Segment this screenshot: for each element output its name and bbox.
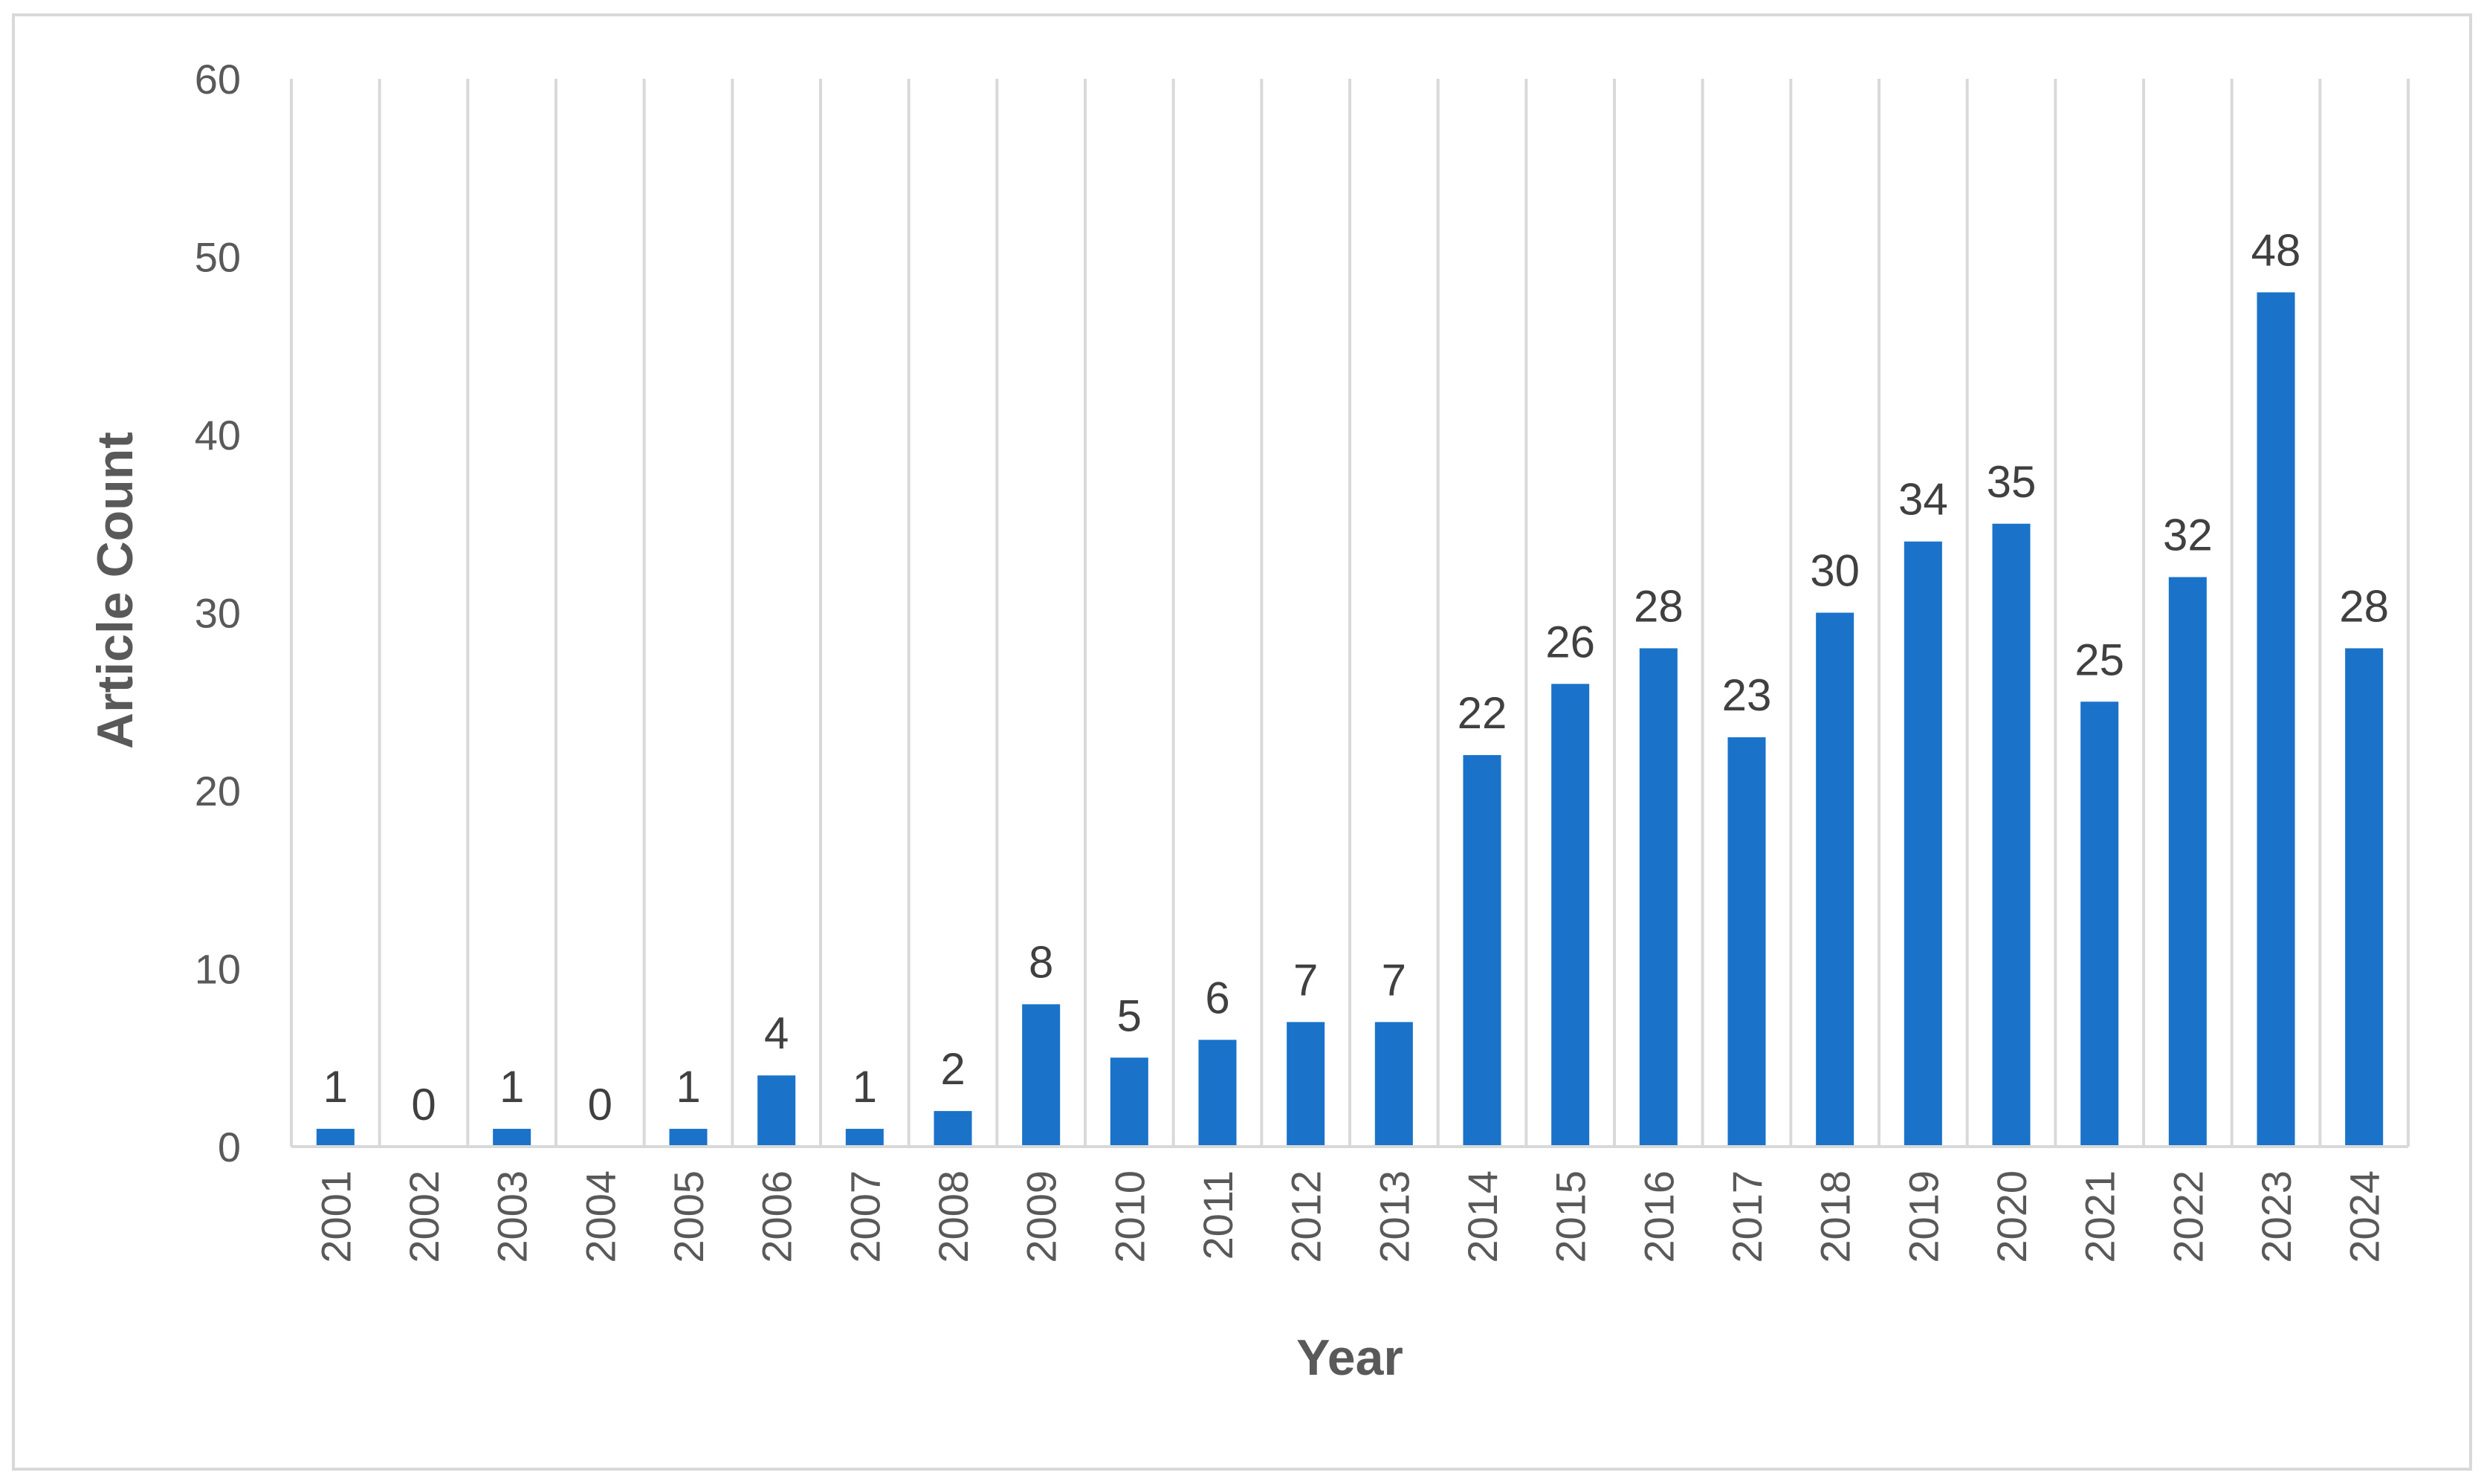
bar <box>2080 702 2119 1147</box>
grid-lines <box>290 79 2410 1147</box>
data-label: 25 <box>2074 635 2124 684</box>
bar <box>1992 523 2031 1147</box>
x-tick-label: 2022 <box>2164 1170 2211 1263</box>
x-tick-label: 2011 <box>1194 1170 1241 1260</box>
y-tick-label: 20 <box>195 768 241 814</box>
x-tick-label: 2016 <box>1635 1170 1682 1263</box>
data-label: 0 <box>411 1080 436 1130</box>
data-label: 4 <box>764 1008 789 1058</box>
bar <box>1287 1022 1325 1147</box>
data-label: 0 <box>588 1080 612 1130</box>
y-tick-label: 0 <box>218 1124 241 1170</box>
x-tick-label: 2014 <box>1459 1170 1506 1263</box>
data-label: 35 <box>1987 457 2037 507</box>
bar <box>2168 577 2207 1147</box>
data-label: 7 <box>1382 955 1406 1005</box>
x-tick-label: 2017 <box>1724 1170 1770 1263</box>
bar <box>1198 1040 1237 1147</box>
y-tick-label: 50 <box>195 234 241 281</box>
bar <box>2257 292 2295 1147</box>
bar <box>1816 612 1854 1147</box>
x-tick-label: 2012 <box>1283 1170 1330 1263</box>
bar <box>1904 541 1942 1147</box>
bar <box>669 1129 708 1147</box>
data-label: 1 <box>323 1062 348 1112</box>
data-label: 48 <box>2251 225 2301 275</box>
x-tick-label: 2015 <box>1547 1170 1594 1263</box>
x-tick-label: 2006 <box>754 1170 801 1263</box>
bar <box>1639 648 1678 1147</box>
x-tick-label: 2005 <box>665 1170 712 1263</box>
data-label: 1 <box>499 1062 524 1112</box>
data-label: 30 <box>1810 546 1860 596</box>
x-tick-label: 2021 <box>2077 1170 2124 1263</box>
x-tick-label: 2018 <box>1812 1170 1859 1263</box>
x-tick-label: 2019 <box>1900 1170 1947 1263</box>
data-label: 34 <box>1898 475 1948 525</box>
x-tick-label: 2004 <box>577 1170 624 1263</box>
x-tick-label: 2020 <box>1988 1170 2035 1263</box>
x-tick-label: 2008 <box>930 1170 977 1263</box>
bar <box>316 1129 355 1147</box>
data-label: 5 <box>1117 991 1142 1040</box>
data-label: 32 <box>2163 511 2213 560</box>
x-tick-label: 2010 <box>1106 1170 1153 1263</box>
x-tick-label: 2013 <box>1371 1170 1417 1263</box>
x-tick-label: 2001 <box>312 1170 359 1263</box>
y-axis-title: Article Count <box>87 432 143 749</box>
x-tick-label: 2002 <box>401 1170 447 1263</box>
y-axis-ticks: 0 10 20 30 40 50 60 <box>195 56 241 1170</box>
data-label: 22 <box>1458 688 1507 738</box>
data-label: 28 <box>2339 581 2389 631</box>
data-label: 8 <box>1029 937 1053 987</box>
bars <box>316 292 2384 1147</box>
y-tick-label: 40 <box>195 412 241 459</box>
data-label: 23 <box>1722 670 1772 720</box>
data-label: 2 <box>940 1044 965 1094</box>
x-tick-label: 2003 <box>489 1170 536 1263</box>
y-tick-label: 30 <box>195 590 241 637</box>
x-tick-label: 2009 <box>1018 1170 1065 1263</box>
bar <box>1110 1057 1148 1147</box>
bar <box>2345 648 2384 1147</box>
data-label: 1 <box>676 1062 700 1112</box>
bar <box>1374 1022 1413 1147</box>
data-label: 6 <box>1205 973 1229 1023</box>
x-tick-label: 2007 <box>841 1170 888 1263</box>
bar <box>493 1129 531 1147</box>
x-tick-label: 2024 <box>2341 1170 2388 1263</box>
chart-frame <box>12 13 2472 1471</box>
x-tick-label: 2023 <box>2253 1170 2300 1263</box>
x-axis-title: Year <box>1296 1329 1403 1386</box>
bar <box>1463 755 1501 1147</box>
bar <box>845 1129 884 1147</box>
bar <box>1551 684 1590 1147</box>
data-label: 28 <box>1634 581 1684 631</box>
data-label: 1 <box>853 1062 877 1112</box>
x-axis-ticks: 2001 2002 2003 2004 2005 2006 2007 2008 2009 2010… <box>312 1170 2387 1263</box>
bar <box>757 1075 796 1147</box>
data-label: 26 <box>1545 617 1595 667</box>
data-label: 7 <box>1293 955 1318 1005</box>
bar <box>1727 737 1766 1147</box>
y-tick-label: 10 <box>195 946 241 993</box>
bar <box>934 1111 972 1147</box>
bar <box>1022 1004 1061 1147</box>
y-tick-label: 60 <box>195 56 241 103</box>
